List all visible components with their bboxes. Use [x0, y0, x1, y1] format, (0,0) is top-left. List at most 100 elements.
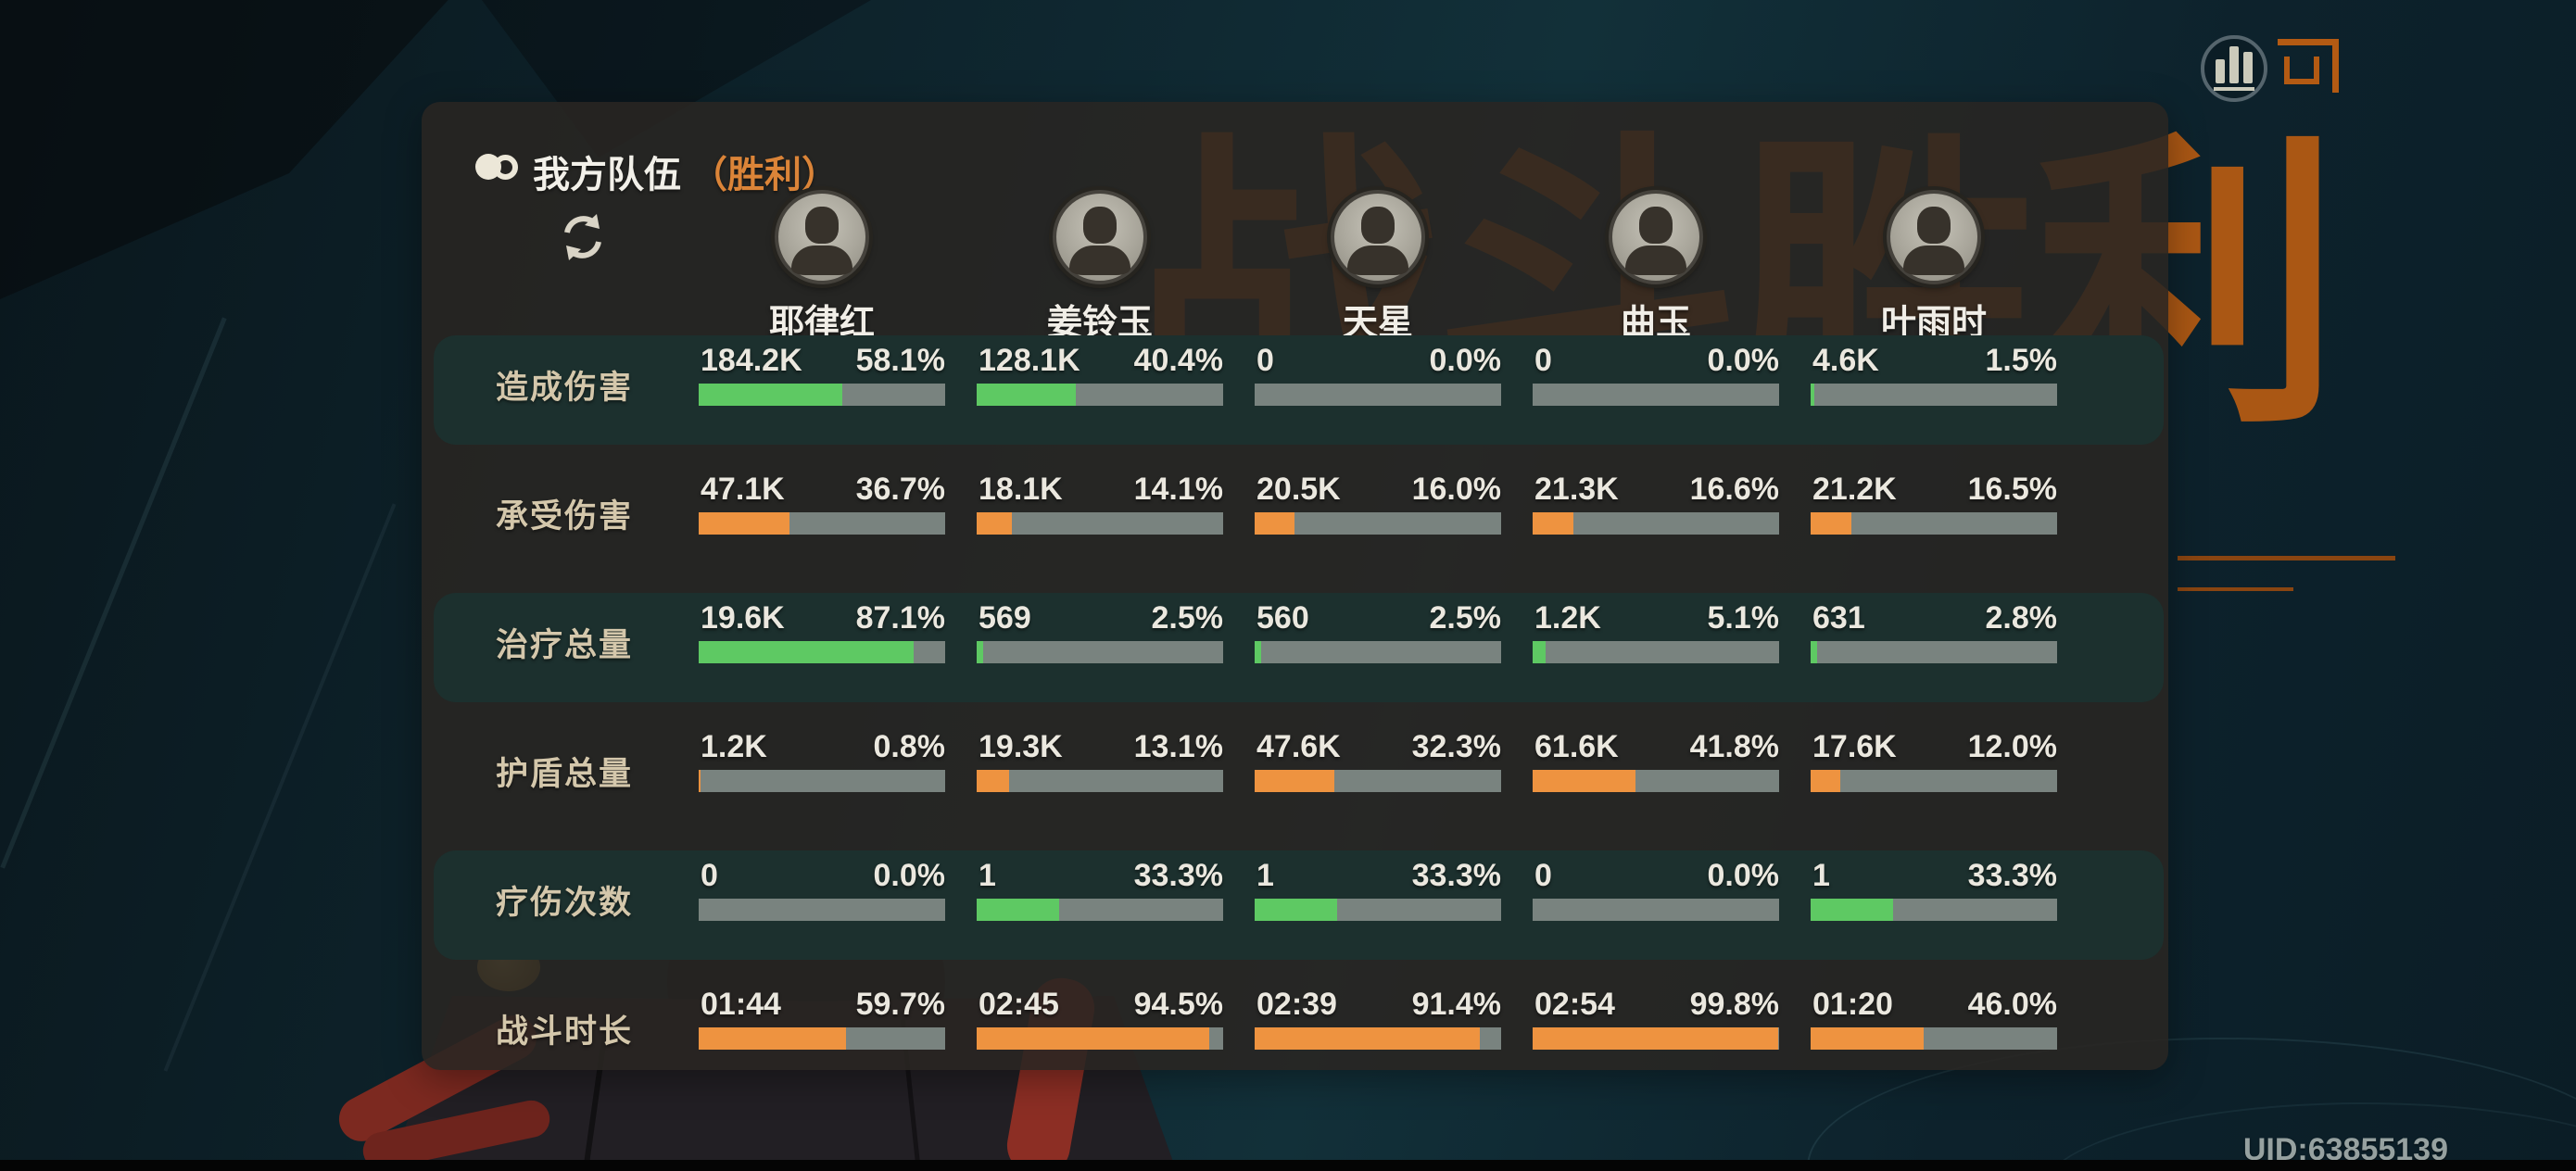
stat-bar-track: [1255, 384, 1501, 406]
stat-bar-track: [1255, 770, 1501, 792]
stat-value: 02:54: [1534, 987, 1615, 1022]
stat-value: 0: [1534, 858, 1552, 893]
stat-percent: 16.5%: [1967, 472, 2057, 507]
stat-percent: 0.8%: [873, 729, 946, 764]
stat-row: 战斗时长 01:44 59.7% 02:45 94.5% 02:39 91.4%…: [422, 979, 2168, 1089]
stat-bar-fill: [1255, 512, 1294, 535]
stat-percent: 33.3%: [1967, 858, 2057, 893]
team-row: 耶律红 姜铃玉 天星 曲玉 叶雨时: [422, 187, 2168, 345]
stat-value: 1.2K: [1534, 600, 1601, 636]
stat-cell: 19.3K 13.1%: [977, 722, 1223, 831]
team-toggle[interactable]: [475, 154, 520, 180]
stat-value: 1: [979, 858, 996, 893]
stat-value: 4.6K: [1812, 343, 1879, 378]
stat-cell: 1.2K 0.8%: [699, 722, 945, 831]
stat-value: 184.2K: [701, 343, 802, 378]
stat-percent: 0.0%: [1707, 343, 1780, 378]
stat-percent: 91.4%: [1411, 987, 1501, 1022]
stat-row: 治疗总量 19.6K 87.1% 569 2.5% 560 2.5% 1.2K …: [422, 593, 2168, 702]
team-member: 叶雨时: [1811, 187, 2057, 345]
stat-bar-fill: [1811, 899, 1893, 921]
stat-bar-fill: [1811, 384, 1814, 406]
stat-bar-track: [977, 1027, 1223, 1050]
switch-team-button[interactable]: [553, 208, 612, 267]
stat-value: 17.6K: [1812, 729, 1897, 764]
stat-row-label: 造成伤害: [496, 370, 634, 406]
bottom-letterbox-bar: [0, 1160, 2576, 1171]
stat-value: 631: [1812, 600, 1865, 636]
stat-value: 19.6K: [701, 600, 785, 636]
bar-chart-bar: [2229, 46, 2239, 83]
stat-bar-track: [1811, 641, 2057, 663]
stat-bar-track: [977, 770, 1223, 792]
stat-percent: 36.7%: [855, 472, 945, 507]
stat-bar-fill: [977, 641, 983, 663]
stat-bar-track: [1255, 512, 1501, 535]
stat-bar-fill: [1811, 641, 1818, 663]
stat-bar-track: [1533, 899, 1779, 921]
stat-cell: 1 33.3%: [1255, 850, 1501, 960]
stat-row: 护盾总量 1.2K 0.8% 19.3K 13.1% 47.6K 32.3% 6…: [422, 722, 2168, 831]
stat-cell: 21.3K 16.6%: [1533, 464, 1779, 573]
stat-value: 0: [1256, 343, 1274, 378]
stat-cell: 1 33.3%: [977, 850, 1223, 960]
stat-bar-track: [1533, 384, 1779, 406]
stat-bar-track: [977, 641, 1223, 663]
stat-cell: 0 0.0%: [1533, 335, 1779, 445]
stat-bar-fill: [977, 770, 1009, 792]
stat-percent: 16.6%: [1689, 472, 1779, 507]
stat-bar-fill: [699, 384, 842, 406]
stat-bar-track: [699, 641, 945, 663]
bar-chart-bar: [2243, 52, 2253, 83]
stat-cell: 0 0.0%: [699, 850, 945, 960]
stat-row-label: 护盾总量: [496, 756, 634, 792]
stat-bar-fill: [1255, 899, 1337, 921]
stat-bar-fill: [1533, 1027, 1779, 1050]
stat-bar-fill: [977, 899, 1059, 921]
background-light-streak: [163, 503, 397, 1072]
stat-bar-track: [1811, 899, 2057, 921]
stat-cell: 61.6K 41.8%: [1533, 722, 1779, 831]
stat-row: 承受伤害 47.1K 36.7% 18.1K 14.1% 20.5K 16.0%…: [422, 464, 2168, 573]
stat-percent: 0.0%: [1429, 343, 1502, 378]
stat-cell: 560 2.5%: [1255, 593, 1501, 702]
stat-percent: 87.1%: [855, 600, 945, 636]
avatar[interactable]: [1331, 190, 1425, 284]
stat-value: 1: [1256, 858, 1274, 893]
stat-percent: 2.8%: [1985, 600, 2058, 636]
stat-cell: 17.6K 12.0%: [1811, 722, 2057, 831]
stat-bar-track: [977, 899, 1223, 921]
stat-value: 02:39: [1256, 987, 1337, 1022]
stat-row-label: 疗伤次数: [496, 885, 634, 921]
avatar[interactable]: [775, 190, 869, 284]
stat-cell: 21.2K 16.5%: [1811, 464, 2057, 573]
stat-cell: 47.1K 36.7%: [699, 464, 945, 573]
stat-cell: 02:54 99.8%: [1533, 979, 1779, 1089]
stat-percent: 5.1%: [1707, 600, 1780, 636]
toggle-knob-icon: [475, 154, 501, 180]
avatar[interactable]: [1053, 190, 1147, 284]
stat-value: 02:45: [979, 987, 1059, 1022]
stat-percent: 33.3%: [1133, 858, 1223, 893]
stat-value: 1: [1812, 858, 1830, 893]
stat-bar-fill: [1811, 1027, 1925, 1050]
stat-value: 1.2K: [701, 729, 767, 764]
stat-bar-fill: [1811, 770, 1840, 792]
stat-cell: 631 2.8%: [1811, 593, 2057, 702]
ornament-line: [2178, 587, 2293, 591]
stat-bar-fill: [1255, 770, 1334, 792]
stat-bar-track: [699, 384, 945, 406]
stat-cell: 128.1K 40.4%: [977, 335, 1223, 445]
avatar[interactable]: [1887, 190, 1981, 284]
stat-bar-track: [699, 770, 945, 792]
stat-percent: 41.8%: [1689, 729, 1779, 764]
corner-ornament: [2278, 39, 2339, 93]
stat-value: 01:44: [701, 987, 781, 1022]
stat-cell: 0 0.0%: [1533, 850, 1779, 960]
bar-chart-baseline: [2214, 87, 2254, 91]
bar-chart-icon[interactable]: [2201, 35, 2267, 102]
stat-value: 0: [701, 858, 718, 893]
stat-bar-fill: [699, 641, 914, 663]
avatar[interactable]: [1609, 190, 1703, 284]
stat-cell: 4.6K 1.5%: [1811, 335, 2057, 445]
